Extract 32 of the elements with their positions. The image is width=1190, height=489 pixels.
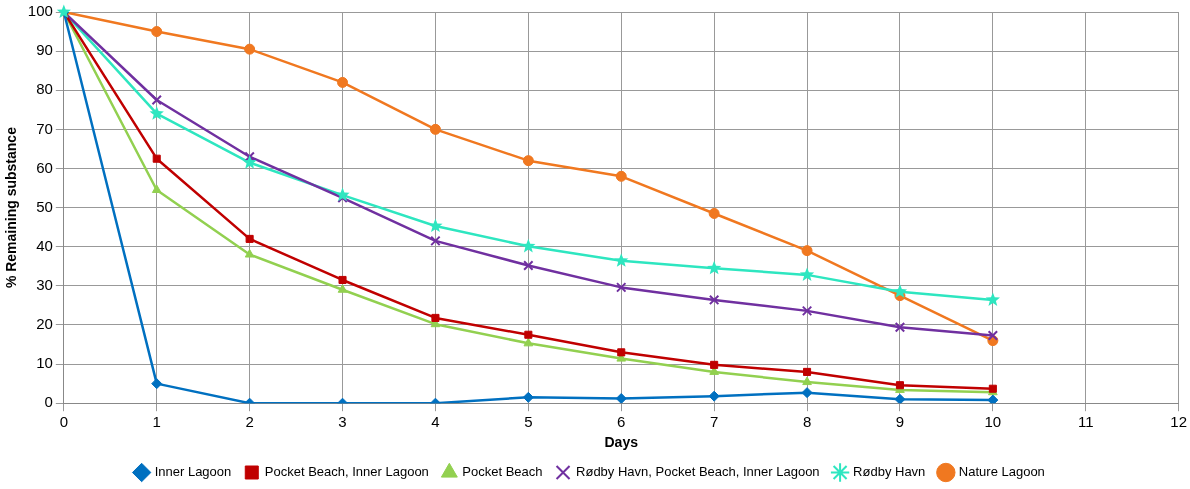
legend-label: Pocket Beach: [462, 464, 543, 480]
x-tick-label: 12: [1170, 413, 1187, 431]
x-tick-label: 2: [245, 413, 254, 431]
y-axis-title: % Remaining substance: [3, 126, 20, 289]
y-tick-label: 60: [36, 158, 53, 176]
x-tick-label: 11: [1077, 413, 1094, 431]
legend-label: Pocket Beach, Inner Lagoon: [264, 464, 429, 480]
x-tick-label: 3: [338, 413, 347, 431]
legend-label: Inner Lagoon: [154, 464, 232, 480]
y-tick-label: 70: [36, 119, 53, 137]
x-tick-label: 8: [802, 413, 812, 431]
x-tick-label: 7: [709, 413, 719, 431]
y-tick-label: 50: [36, 197, 53, 215]
y-tick-label: 90: [36, 41, 53, 59]
x-tick-label: 6: [617, 413, 626, 431]
x-tick-label: 1: [152, 413, 161, 431]
x-tick-label: 4: [431, 413, 440, 431]
y-tick-label: 30: [36, 275, 53, 293]
x-tick-label: 9: [895, 413, 905, 431]
legend-label: Rødby Havn: [853, 464, 926, 480]
y-tick-label: 40: [36, 236, 53, 254]
legend-label: Rødby Havn, Pocket Beach, Inner Lagoon: [576, 464, 820, 480]
legend-label: Nature Lagoon: [958, 464, 1045, 480]
x-tick-label: 5: [524, 413, 533, 431]
x-tick-label: 0: [59, 413, 68, 431]
y-tick-label: 80: [36, 80, 53, 98]
x-tick-label: 10: [984, 413, 1002, 431]
y-tick-label: 10: [36, 354, 53, 372]
y-tick-label: 20: [36, 315, 53, 333]
y-tick-label: 0: [44, 393, 53, 411]
y-tick-label: 100: [27, 2, 53, 20]
x-axis-title: Days: [604, 434, 639, 451]
